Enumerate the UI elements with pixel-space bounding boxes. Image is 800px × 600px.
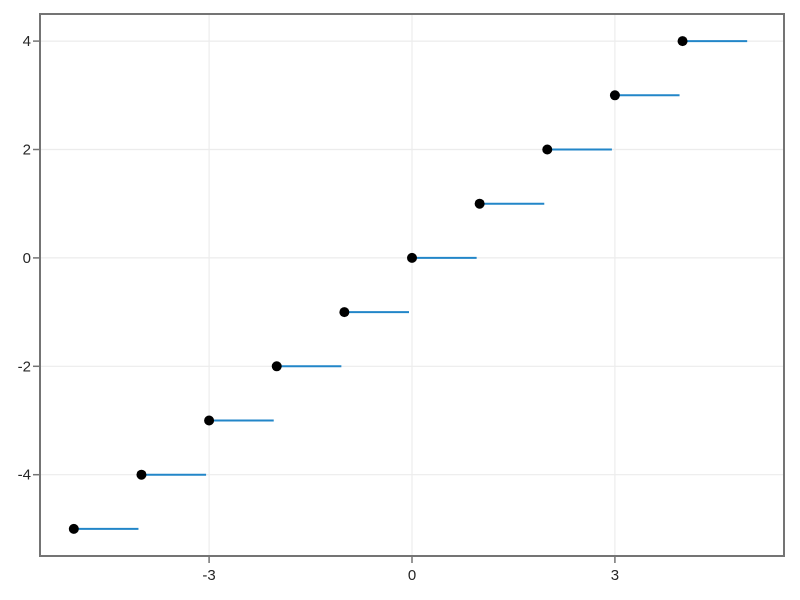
data-point-marker [68, 523, 79, 534]
data-point-marker [677, 36, 688, 47]
x-tick-label: 0 [408, 567, 416, 584]
y-tick-label: 4 [23, 33, 31, 50]
y-tick-label: -4 [18, 467, 31, 484]
plot-frame [39, 13, 785, 557]
data-point-marker [474, 198, 485, 209]
y-tick-label: 2 [23, 142, 31, 159]
data-point-marker [542, 144, 553, 155]
x-tick-label: 3 [611, 567, 619, 584]
data-point-marker [136, 469, 147, 480]
data-point-marker [407, 252, 417, 263]
data-point-marker [339, 307, 350, 318]
data-point-marker [609, 90, 620, 101]
y-tick-label: -2 [18, 358, 31, 375]
data-point-marker [271, 361, 282, 372]
x-tick-label: -3 [202, 567, 215, 584]
data-point-marker [204, 415, 215, 426]
y-tick-label: 0 [23, 250, 31, 267]
